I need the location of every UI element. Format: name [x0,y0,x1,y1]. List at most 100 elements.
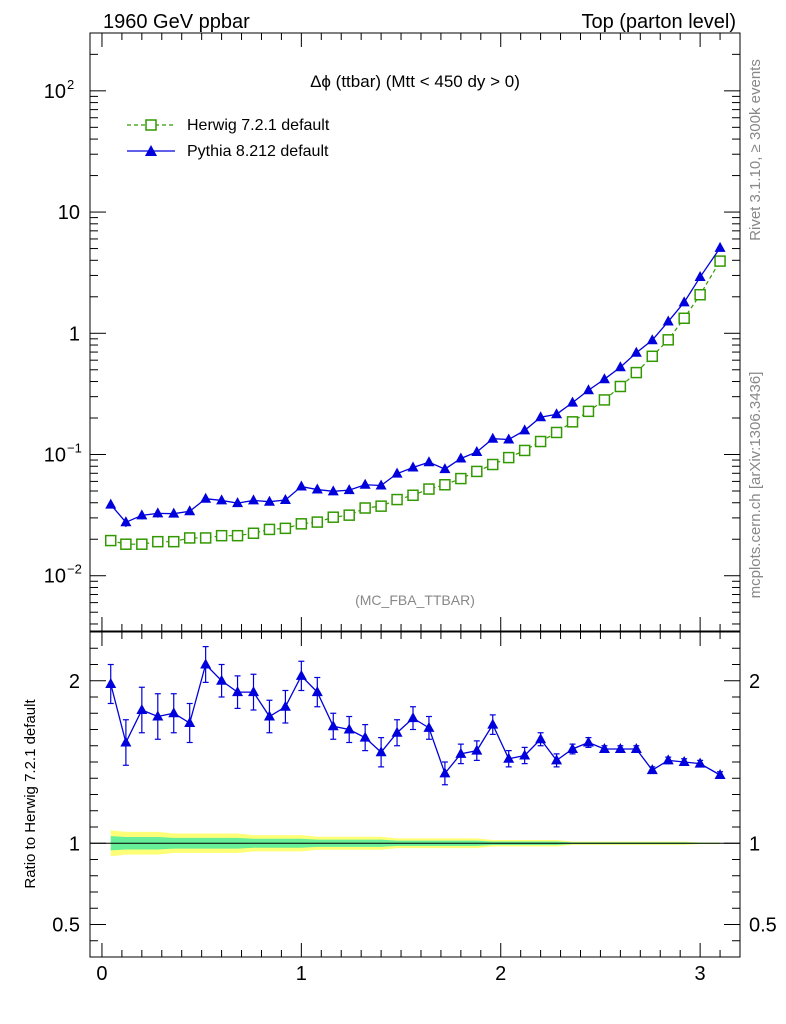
herwig-point [183,532,196,544]
ratio-point [646,764,658,775]
herwig-point [199,532,212,544]
x-tick-label: 0 [96,963,107,985]
pythia-point [582,384,594,395]
herwig-point [279,522,292,535]
y-tick-exponent: −2 [67,562,82,577]
ratio-point [375,746,387,757]
ratio-point [678,756,690,766]
ratio-point [327,720,339,731]
ratio-y-tick-label-right: 0.5 [749,915,777,937]
pythia-point [120,516,132,527]
y-tick-exponent: 2 [67,77,74,92]
pythia-point [519,424,531,435]
herwig-point [471,465,483,478]
herwig-point [678,312,690,325]
legend-entry-pythia: Pythia 8.212 default [127,143,329,160]
herwig-point [152,535,164,548]
ratio-point [120,736,132,747]
ratio-point [247,686,259,697]
ratio-point [152,710,164,721]
ratio-point [168,707,180,718]
analysis-label: (MC_FBA_TTBAR) [355,592,475,608]
ratio-y-tick-label: 0.5 [52,915,80,937]
pythia-point [247,494,259,505]
ratio-y-tick-label-right: 1 [749,833,760,855]
ratio-band-layer [90,830,740,857]
ratio-point [614,743,626,753]
ratio-point [551,754,563,765]
herwig-point [391,493,403,506]
pythia-point [168,507,180,518]
pythia-point [535,411,547,422]
pythia-series-line [110,247,721,524]
pythia-point [105,498,117,509]
ratio-point [630,743,642,753]
ratio-point [279,700,291,711]
pythia-point [630,346,642,357]
header-left-label: 1960 GeV ppbar [103,11,250,33]
ratio-point [662,754,674,765]
herwig-point [487,458,499,471]
herwig-point [714,255,726,267]
y-tick-label: 10 [58,202,80,224]
pythia-point [551,408,563,419]
pythia-point [295,480,307,491]
herwig-point [694,288,706,301]
pythia-point [487,432,499,443]
herwig-point [295,518,308,530]
ratio-point [200,658,212,669]
pythia-point [327,485,339,496]
y-tick-label: 10 [44,445,66,467]
pythia-point [232,497,244,508]
ratio-point [598,743,610,753]
ratio-point [567,743,579,753]
herwig-point [407,489,419,502]
ratio-point [295,669,307,680]
pythia-point [439,463,451,474]
ratio-point [455,747,467,758]
pythia-point [391,467,403,478]
pythia-point [216,494,228,505]
pythia-point [598,373,610,384]
herwig-point [455,472,467,485]
pythia-point [279,494,291,505]
pythia-point [714,241,726,252]
legend-entry-herwig: Herwig 7.2.1 default [127,117,330,134]
series-layer [104,241,726,786]
x-tick-label: 1 [296,963,307,985]
ratio-point [694,757,706,768]
ratio-y-tick-label: 2 [69,671,80,693]
ratio-panel-frame [89,631,741,958]
x-tick-label: 3 [695,963,706,985]
pythia-point [263,495,275,506]
pythia-point [407,461,419,472]
pythia-point [455,452,467,463]
pythia-point [694,271,706,282]
ratio-point [263,710,275,721]
herwig-point [359,502,371,514]
herwig-point [231,529,244,542]
herwig-point [167,535,180,548]
herwig-point [327,511,340,523]
herwig-point [439,479,451,491]
y-tick-label: 10 [44,566,66,588]
pythia-point [646,334,658,345]
pythia-point [359,478,371,489]
herwig-point [104,534,117,547]
ratio-point [391,726,403,737]
chart-title: Δϕ (ttbar) (Mtt < 450 dy > 0) [310,72,520,91]
herwig-point [375,500,387,512]
herwig-point [534,435,547,448]
legend-herwig-label: Herwig 7.2.1 default [187,117,330,134]
ratio-point [503,752,515,763]
pythia-point [152,507,164,518]
legend-pythia-label: Pythia 8.212 default [187,143,329,160]
herwig-point [566,416,579,428]
ratio-point [184,717,196,727]
pythia-point [136,509,148,520]
pythia-point [662,315,674,326]
herwig-point [263,523,276,536]
ratio-point [216,674,228,685]
